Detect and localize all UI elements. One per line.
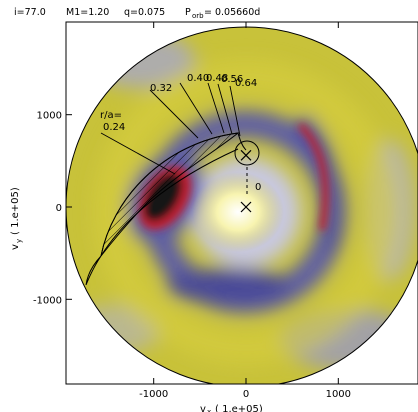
x-axis-ticks: -1000 0 1000 <box>139 22 351 400</box>
system-markers <box>240 149 252 213</box>
plot-frame <box>65 21 418 385</box>
x-tick-label: -1000 <box>139 389 168 400</box>
r-over-a-label-3: 0.48 <box>206 73 228 84</box>
r-over-a-leaders <box>100 82 241 175</box>
y-axis-label: v y ( 1.e+05) <box>10 187 23 250</box>
center-of-mass-label: 0 <box>255 182 261 193</box>
title-period-value: = 0.05660d <box>204 7 260 18</box>
r-over-a-label-0: 0.24 <box>103 122 125 133</box>
y-axis-symbol: v <box>10 244 21 250</box>
y-tick-label: 0 <box>56 203 62 214</box>
title-mass-ratio: q=0.075 <box>124 7 165 18</box>
title-primary-mass: M1=1.20 <box>66 7 109 18</box>
title-period-symbol: P <box>185 7 191 18</box>
title-inclination: i=77.0 <box>14 7 46 18</box>
secondary-roche-lobe <box>234 140 260 166</box>
y-axis-subscript: y <box>15 239 23 243</box>
stream-tail <box>85 255 102 286</box>
y-tick-label: -1000 <box>33 295 62 306</box>
x-axis-symbol: v <box>200 404 206 412</box>
y-tick-label: 1000 <box>37 111 62 122</box>
r-over-a-label-1: 0.32 <box>150 83 172 94</box>
r-over-a-label-4: 0.56 <box>221 74 243 85</box>
r-over-a-labels: r/a= 0.24 0.32 0.40 0.48 0.56 0.64 <box>100 73 257 133</box>
y-axis-ticks: -1000 0 1000 <box>33 111 72 306</box>
stream-trajectory-outer <box>100 132 239 257</box>
r-over-a-label-5: 0.64 <box>235 78 257 89</box>
y-axis-unit: ( 1.e+05) <box>10 187 21 235</box>
x-axis-label: v x ( 1.e+05) <box>200 404 263 412</box>
r-over-a-label-2: 0.40 <box>187 73 209 84</box>
x-tick-label: 1000 <box>326 389 351 400</box>
r-over-a-prefix: r/a= <box>100 110 122 121</box>
x-axis-unit: ( 1.e+05) <box>215 404 263 412</box>
x-tick-label: 0 <box>243 389 249 400</box>
heatmap-image <box>66 26 418 384</box>
central-emission <box>192 172 284 252</box>
title-period-subscript: orb <box>192 12 204 20</box>
primary-cross-marker <box>240 201 252 213</box>
ballistic-stream <box>85 132 260 286</box>
stream-trajectory-inner <box>100 148 239 257</box>
secondary-cross-marker <box>240 149 252 161</box>
x-axis-subscript: x <box>207 408 211 412</box>
chart-title: i=77.0 M1=1.20 q=0.075 P orb = 0.05660d <box>14 7 260 20</box>
